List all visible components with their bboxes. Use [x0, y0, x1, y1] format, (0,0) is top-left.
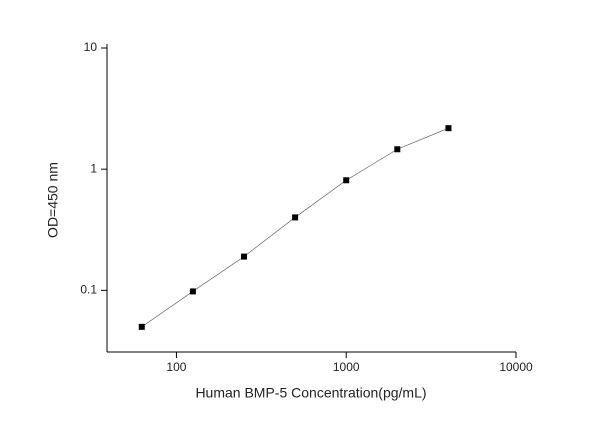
series-line: [141, 127, 449, 328]
data-point: [189, 288, 196, 295]
y-tick-label: 0.1: [80, 283, 97, 297]
y-tick-label: 10: [84, 40, 98, 54]
data-point: [240, 253, 247, 260]
x-axis-label: Human BMP-5 Concentration(pg/mL): [195, 385, 426, 401]
x-tick-label: 100: [166, 360, 186, 374]
x-tick-label: 10000: [499, 360, 533, 374]
data-point: [138, 323, 145, 330]
data-point: [445, 125, 452, 132]
y-tick-label: 1: [90, 161, 97, 175]
data-point: [343, 177, 350, 184]
data-point: [292, 214, 299, 221]
x-tick-label: 1000: [333, 360, 360, 374]
data-point: [394, 146, 401, 153]
y-axis-label: OD=450 nm: [45, 162, 61, 238]
